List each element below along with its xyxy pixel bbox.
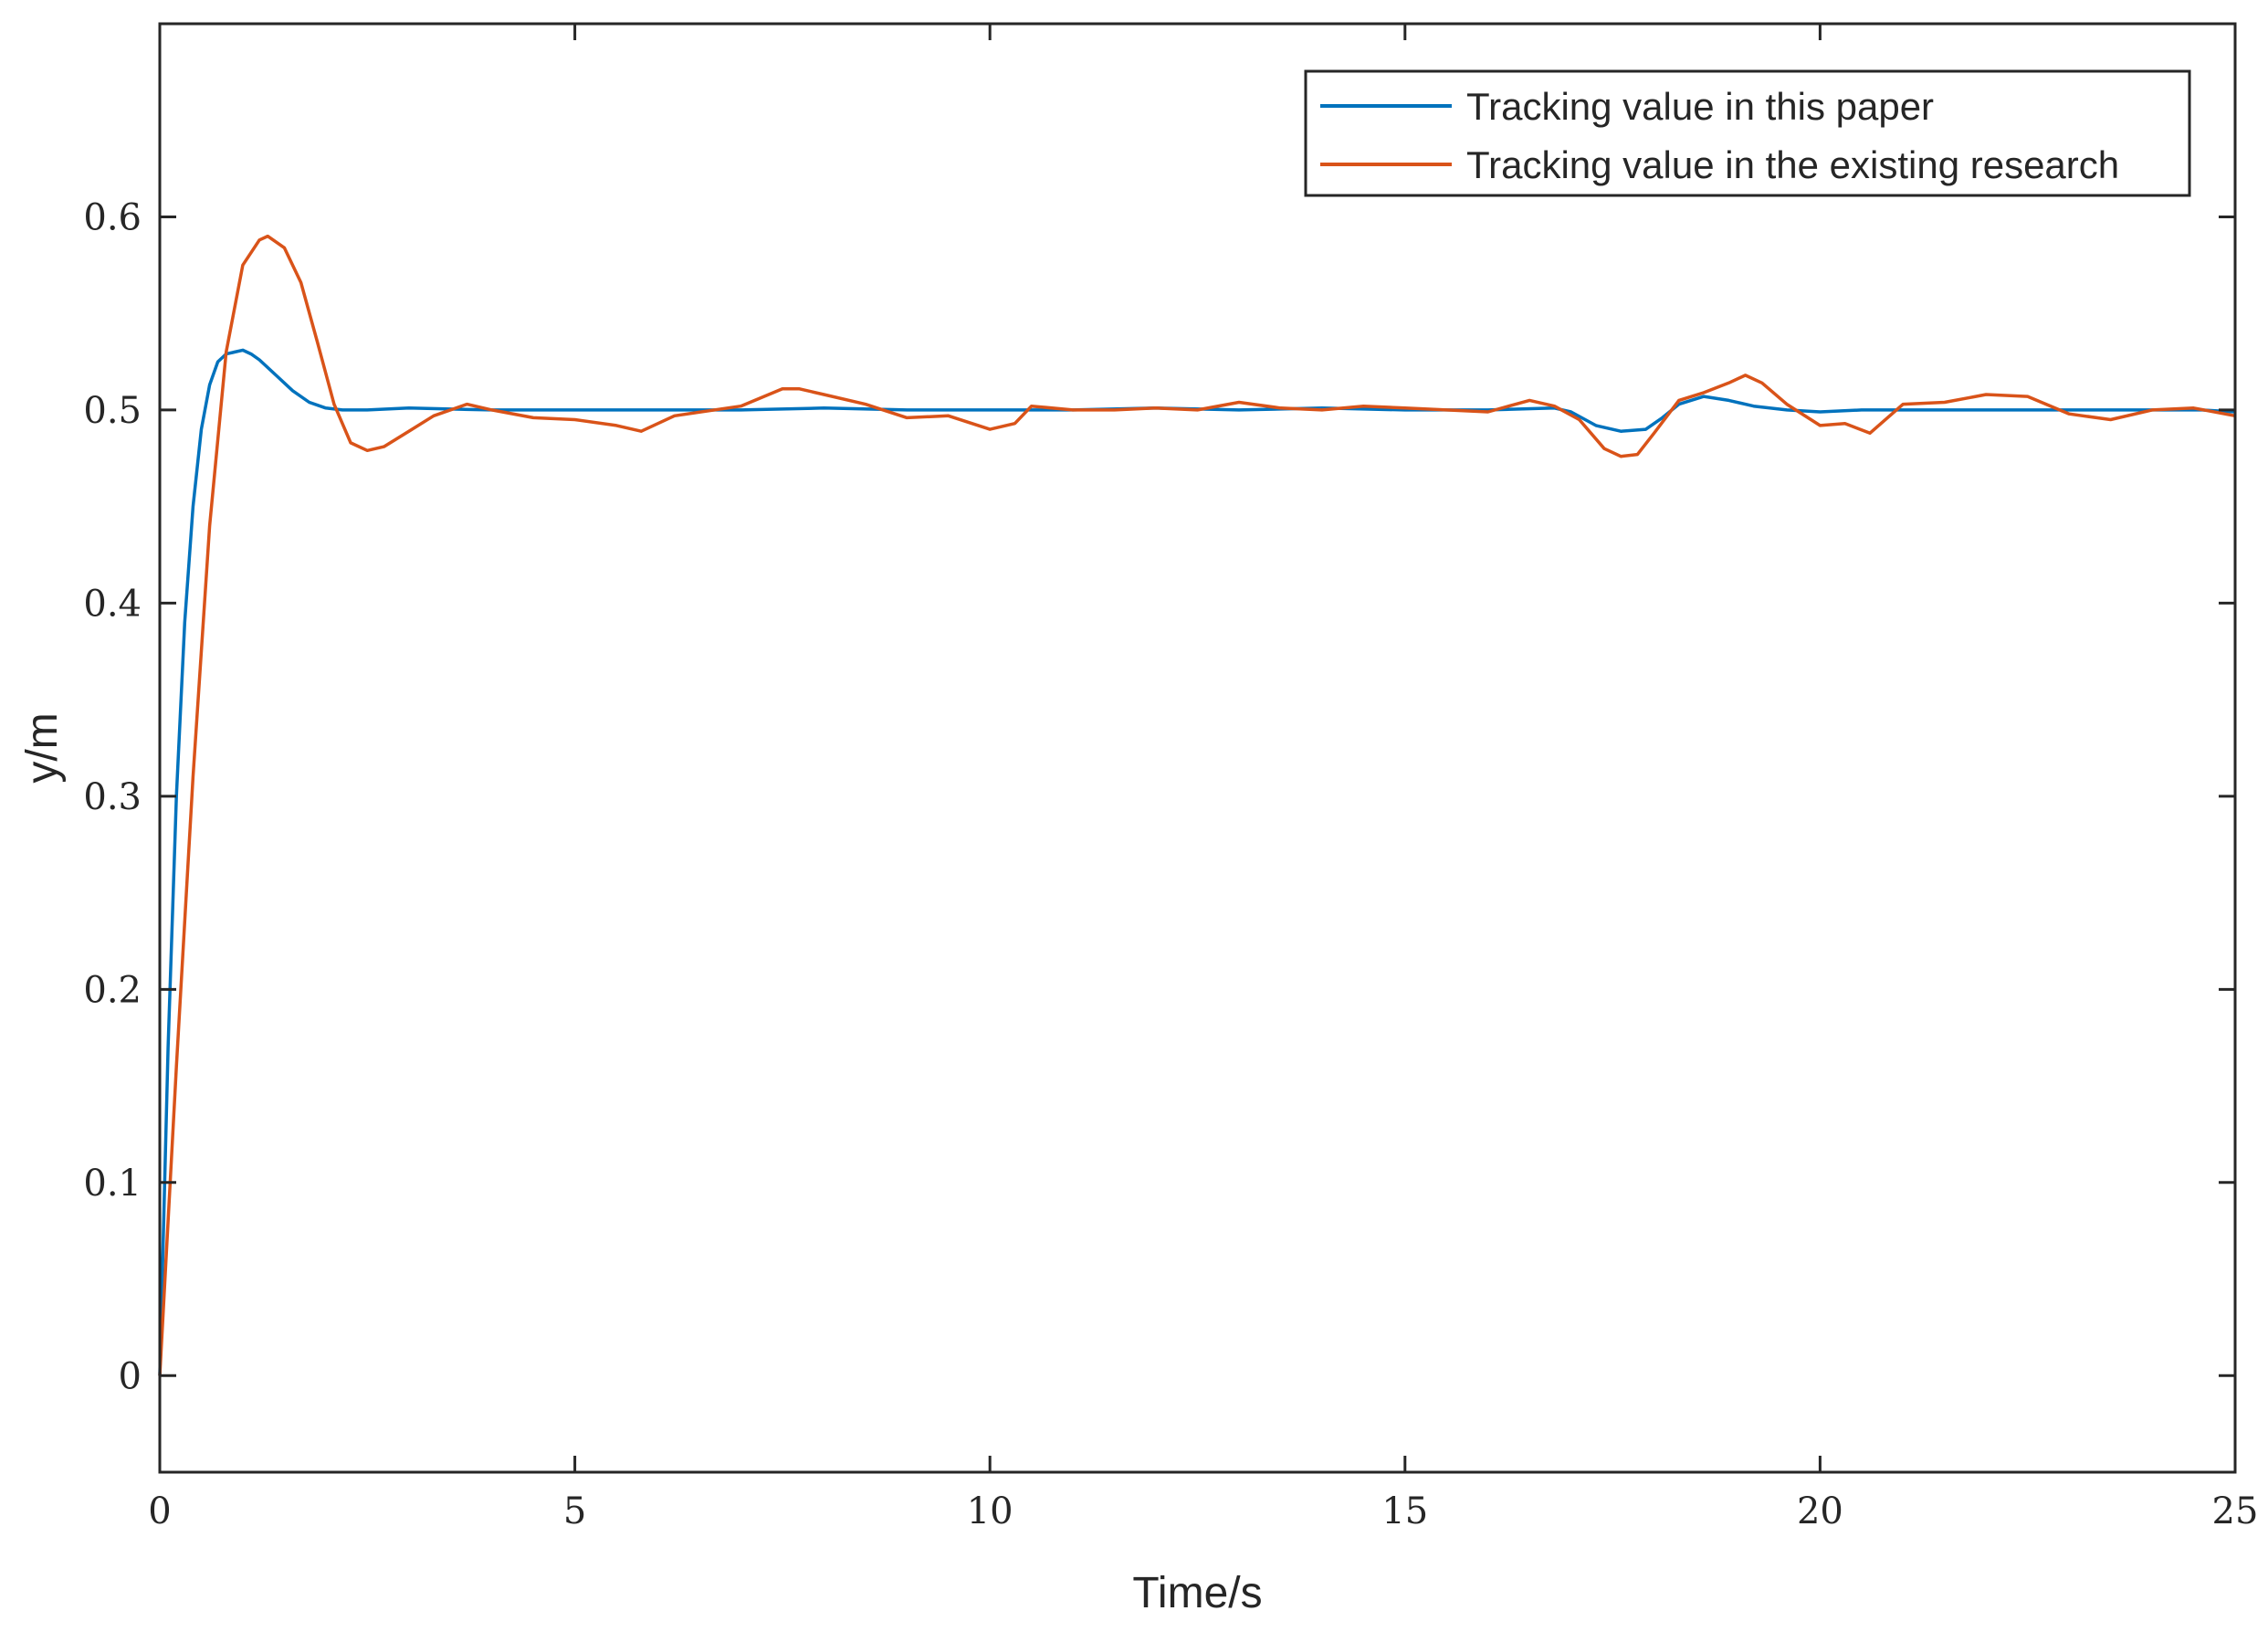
legend-box xyxy=(1304,69,2191,197)
y-axis-label: y/m xyxy=(18,712,67,783)
x-tick-label: 10 xyxy=(967,1490,1013,1532)
y-tick-label: 0.2 xyxy=(83,969,142,1011)
series-layer xyxy=(158,234,2236,1376)
legend: Tracking value in this paper Tracking va… xyxy=(1304,69,2191,197)
x-tick-label: 15 xyxy=(1381,1490,1428,1532)
y-tick-label: 0.4 xyxy=(83,583,142,625)
y-tick-label: 0.6 xyxy=(83,196,142,238)
y-tick-label: 0 xyxy=(119,1355,142,1397)
y-tick-label: 0.1 xyxy=(83,1163,142,1205)
x-tick-label: 5 xyxy=(563,1490,586,1532)
legend-label-series-1: Tracking value in this paper xyxy=(1466,85,1934,128)
series-line-1 xyxy=(158,348,2236,1376)
tick-layer: 0 5 10 15 20 25 0 0.1 0.2 0.3 0.4 0.5 0.6 xyxy=(83,24,2258,1532)
x-tick-label: 25 xyxy=(2212,1490,2259,1532)
legend-label-series-2: Tracking value in the existing research xyxy=(1466,143,2119,186)
series-line-2 xyxy=(158,234,2236,1376)
plot-frame xyxy=(158,22,2237,1474)
x-tick-label: 0 xyxy=(148,1490,171,1532)
x-axis-label: Time/s xyxy=(1132,1569,1262,1617)
y-tick-label: 0.5 xyxy=(83,390,142,432)
y-tick-label: 0.3 xyxy=(83,776,142,818)
x-tick-label: 20 xyxy=(1797,1490,1843,1532)
